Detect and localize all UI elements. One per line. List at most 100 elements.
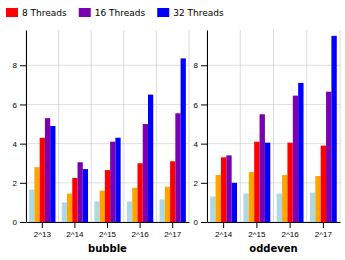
tick-mark (256, 222, 257, 228)
group-separator (58, 30, 59, 222)
tick-label: 8 (13, 61, 18, 70)
tick: 6 (13, 101, 26, 110)
bar (34, 167, 39, 222)
tick-mark (20, 144, 26, 145)
group-separator (340, 30, 341, 222)
tick: 4 (194, 140, 207, 149)
series (232, 36, 337, 222)
tick: 0 (13, 218, 26, 227)
bar (143, 124, 148, 222)
tick-label: 2^13 (34, 230, 52, 239)
axis-line (207, 31, 208, 223)
bar (249, 172, 254, 222)
bar (298, 83, 303, 222)
tick: 8 (194, 61, 207, 70)
group-separator (123, 30, 124, 222)
legend-item: 32 Threads (157, 8, 224, 18)
panel: 024682^142^152^162^17oddeven (194, 30, 341, 254)
tick-mark (201, 222, 207, 223)
tick-mark (201, 65, 207, 66)
bar (137, 163, 142, 222)
y-axis: 0 2 4 6 8 (194, 31, 208, 228)
x-axis-title: bubble (88, 243, 127, 254)
tick-label: 2^14 (215, 230, 233, 239)
legend-label: 32 Threads (173, 8, 224, 18)
bar (165, 187, 170, 222)
tick-mark (140, 222, 141, 228)
bars (29, 58, 186, 222)
bar (110, 142, 115, 222)
group-separator (91, 30, 92, 222)
bar (115, 138, 120, 222)
axis-line (208, 222, 341, 223)
legend-item: 8 Threads (6, 8, 67, 18)
chart: 024682^132^142^152^162^17bubble8 Threads… (0, 0, 345, 260)
tick-label: 8 (194, 61, 199, 70)
tick-label: 0 (13, 218, 18, 227)
legend-label: 16 Threads (95, 8, 146, 18)
bar (127, 201, 132, 222)
bar (326, 92, 331, 222)
tick: 6 (194, 101, 207, 110)
tick-mark (74, 222, 75, 228)
grid-line (26, 65, 189, 66)
axis-line (26, 31, 27, 223)
bar (132, 188, 137, 222)
tick: 2^16 (132, 222, 150, 239)
tick-mark (20, 183, 26, 184)
bar (282, 175, 287, 222)
tick-mark (201, 144, 207, 145)
bar (175, 113, 180, 222)
bar (277, 194, 282, 222)
tick: 2^13 (34, 222, 52, 239)
bar (45, 118, 50, 222)
tick-label: 6 (13, 101, 18, 110)
tick-label: 2 (194, 179, 199, 188)
bar (62, 202, 67, 222)
group-separators (207, 30, 340, 222)
tick-label: 4 (194, 140, 199, 149)
bar (221, 157, 226, 222)
grid (26, 65, 189, 222)
bar (170, 161, 175, 222)
bar (83, 169, 88, 222)
tick: 2^14 (215, 222, 233, 239)
panel: 024682^132^142^152^162^17bubble (13, 30, 190, 254)
bar (105, 170, 110, 222)
tick-label: 6 (194, 101, 199, 110)
bar (287, 143, 292, 222)
tick-mark (20, 104, 26, 105)
x-axis: 2^142^152^162^17 (208, 222, 341, 239)
bar (78, 162, 83, 222)
bar (50, 126, 55, 222)
bar (72, 178, 77, 222)
legend-swatch (6, 8, 18, 17)
group-separator (306, 30, 307, 222)
y-axis: 02468 (13, 31, 27, 228)
bar (210, 197, 215, 222)
legend-swatch (157, 8, 169, 17)
tick-label: 0 (194, 218, 199, 227)
bar (181, 58, 186, 222)
tick: 2^16 (282, 222, 300, 239)
bar (100, 191, 105, 222)
tick: 2^14 (66, 222, 84, 239)
group-separators (26, 30, 189, 222)
bar (310, 193, 315, 222)
bar (226, 155, 231, 222)
tick-mark (42, 222, 43, 228)
tick-mark (223, 222, 224, 228)
x-axis: 2^132^142^152^162^17 (27, 222, 190, 239)
tick-label: 2^16 (282, 230, 300, 239)
bar (331, 36, 336, 222)
group-separator (189, 30, 190, 222)
x-axis-title: oddeven (249, 243, 297, 254)
tick: 2 (194, 179, 207, 188)
group-separator (240, 30, 241, 222)
tick-mark (323, 222, 324, 228)
tick: 2 (13, 179, 26, 188)
group-separator (273, 30, 274, 222)
bar (243, 194, 248, 222)
tick-mark (201, 104, 207, 105)
tick-label: 2^17 (315, 230, 333, 239)
